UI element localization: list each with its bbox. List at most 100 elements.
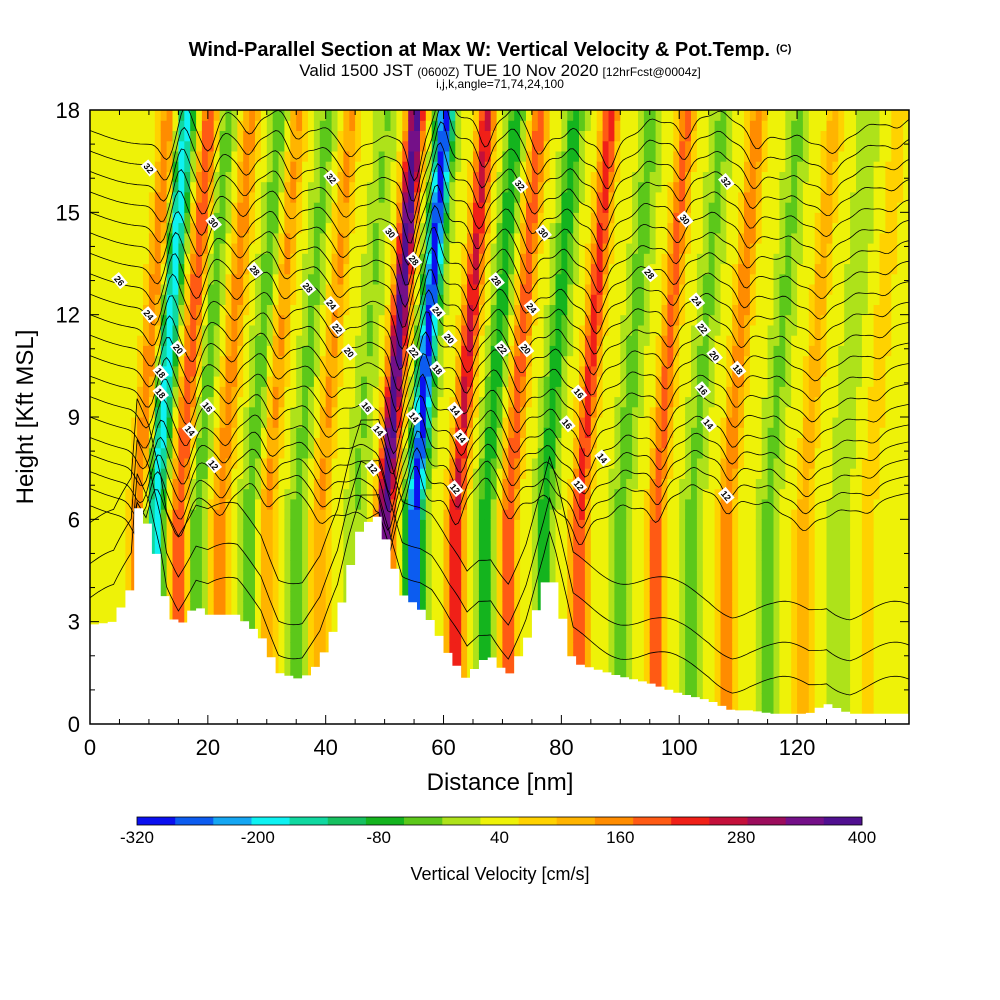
- velocity-cell: [113, 570, 121, 582]
- velocity-cell: [402, 509, 409, 520]
- velocity-cell: [302, 519, 309, 531]
- velocity-cell: [526, 110, 533, 121]
- velocity-cell: [573, 468, 580, 479]
- velocity-cell: [502, 150, 509, 162]
- velocity-cell: [207, 376, 215, 387]
- velocity-cell: [260, 519, 268, 531]
- velocity-cell: [396, 161, 403, 172]
- velocity-cell: [396, 580, 403, 592]
- velocity-cell: [172, 355, 179, 367]
- velocity-cell: [196, 191, 203, 203]
- velocity-cell: [278, 662, 285, 674]
- velocity-cell: [213, 324, 221, 336]
- velocity-cell: [313, 611, 321, 623]
- velocity-cell: [231, 243, 238, 254]
- velocity-cell: [184, 263, 191, 275]
- velocity-cell: [166, 273, 174, 285]
- velocity-cell: [243, 601, 250, 612]
- velocity-cell: [425, 181, 433, 193]
- velocity-cell: [526, 243, 533, 254]
- velocity-cell: [255, 386, 262, 398]
- velocity-cell: [496, 621, 504, 633]
- velocity-cell: [372, 273, 380, 285]
- velocity-cell: [343, 468, 350, 479]
- velocity-cell: [95, 324, 103, 336]
- velocity-cell: [113, 437, 121, 449]
- velocity-cell: [531, 263, 539, 275]
- velocity-cell: [425, 243, 433, 254]
- velocity-cell: [361, 263, 368, 275]
- velocity-cell: [555, 110, 562, 121]
- velocity-cell: [437, 498, 445, 510]
- velocity-cell: [520, 365, 527, 377]
- velocity-cell: [172, 120, 179, 131]
- velocity-cell: [131, 273, 138, 285]
- velocity-cell: [296, 519, 303, 531]
- velocity-cell: [449, 529, 456, 541]
- velocity-cell: [131, 202, 138, 213]
- velocity-cell: [396, 539, 403, 551]
- velocity-cell: [396, 140, 403, 152]
- velocity-cell: [184, 161, 191, 172]
- velocity-cell: [549, 191, 557, 203]
- velocity-cell: [467, 591, 474, 602]
- velocity-cell: [308, 222, 315, 234]
- velocity-cell: [508, 284, 515, 295]
- velocity-cell: [449, 294, 456, 305]
- velocity-cell: [349, 447, 356, 459]
- velocity-cell: [290, 631, 297, 643]
- velocity-cell: [514, 468, 521, 479]
- velocity-cell: [490, 478, 498, 490]
- velocity-cell: [207, 161, 215, 172]
- velocity-cell: [101, 243, 109, 254]
- velocity-cell: [478, 601, 486, 612]
- velocity-cell: [107, 498, 115, 510]
- velocity-cell: [207, 468, 215, 479]
- velocity-cell: [278, 642, 285, 653]
- velocity-cell: [537, 171, 545, 183]
- velocity-cell: [296, 427, 303, 438]
- velocity-cell: [319, 642, 327, 653]
- velocity-cell: [178, 601, 185, 612]
- velocity-cell: [408, 130, 415, 142]
- velocity-cell: [243, 376, 250, 387]
- velocity-cell: [420, 396, 427, 408]
- velocity-cell: [420, 417, 427, 428]
- velocity-cell: [225, 355, 232, 367]
- velocity-cell: [125, 222, 132, 234]
- velocity-cell: [531, 171, 539, 183]
- velocity-cell: [231, 345, 238, 357]
- velocity-cell: [278, 150, 285, 162]
- velocity-cell: [414, 427, 421, 438]
- velocity-cell: [272, 386, 280, 398]
- velocity-cell: [361, 324, 368, 336]
- velocity-cell: [284, 468, 291, 479]
- velocity-cell: [278, 468, 285, 479]
- velocity-cell: [455, 365, 462, 377]
- velocity-cell: [467, 150, 474, 162]
- velocity-cell: [443, 273, 450, 285]
- velocity-cell: [337, 457, 344, 469]
- velocity-cell: [396, 498, 403, 510]
- velocity-cell: [443, 161, 450, 172]
- velocity-cell: [349, 314, 356, 326]
- velocity-cell: [378, 191, 386, 203]
- velocity-cell: [349, 181, 356, 193]
- velocity-cell: [561, 611, 568, 623]
- velocity-cell: [125, 570, 132, 582]
- velocity-cell: [437, 222, 445, 234]
- velocity-cell: [467, 396, 474, 408]
- velocity-cell: [343, 386, 350, 398]
- velocity-cell: [573, 365, 580, 377]
- velocity-cell: [355, 140, 362, 152]
- velocity-cell: [90, 120, 97, 131]
- velocity-cell: [137, 457, 144, 469]
- velocity-cell: [160, 519, 168, 531]
- velocity-cell: [148, 406, 156, 418]
- velocity-cell: [313, 570, 321, 582]
- velocity-cell: [243, 355, 250, 367]
- velocity-cell: [255, 345, 262, 357]
- velocity-cell: [231, 120, 238, 131]
- velocity-cell: [325, 314, 333, 326]
- velocity-cell: [561, 386, 568, 398]
